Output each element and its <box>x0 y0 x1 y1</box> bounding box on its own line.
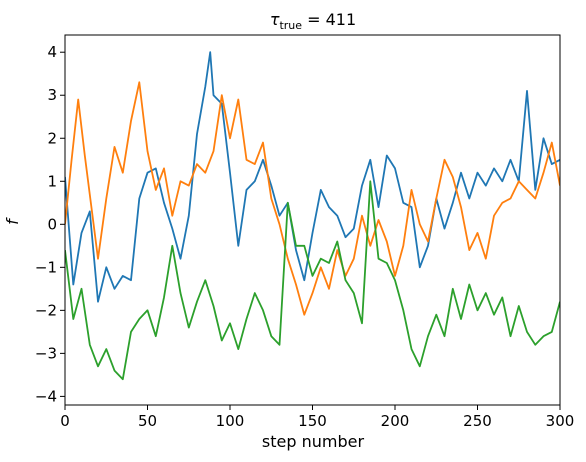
x-axis-label: step number <box>262 432 365 451</box>
title-symbol: τ <box>270 10 280 29</box>
y-axis-label: f <box>3 217 22 225</box>
y-tick-label: 0 <box>47 215 57 233</box>
y-tick-label: −1 <box>35 258 57 276</box>
x-tick-label: 150 <box>298 412 327 430</box>
y-tick-label: −2 <box>35 301 57 319</box>
series-layer <box>65 51 560 381</box>
axes-frame <box>64 34 561 406</box>
series-line-1 <box>65 51 560 303</box>
x-tick-label: 250 <box>463 412 492 430</box>
axes-layer: 0 50 100 150 200 250 300 −4 −3 −2 −1 0 1 2 3 4 <box>35 34 575 430</box>
y-tick-label: 1 <box>47 172 57 190</box>
title-rest: = 411 <box>302 10 356 29</box>
x-tick-label: 200 <box>381 412 410 430</box>
y-tick-label: 4 <box>47 43 57 61</box>
chart-title: τtrue = 411 <box>270 10 356 32</box>
y-tick-label: −4 <box>35 387 57 405</box>
x-tick-label: 100 <box>216 412 245 430</box>
y-tick-label: −3 <box>35 344 57 362</box>
x-tick-label: 300 <box>546 412 575 430</box>
x-tick-label: 0 <box>60 412 70 430</box>
title-subscript: true <box>279 19 302 32</box>
series-line-3 <box>65 180 560 381</box>
x-tick-label: 50 <box>138 412 157 430</box>
series-line-2 <box>65 81 560 316</box>
y-tick-label: 2 <box>47 129 57 147</box>
y-tick-label: 3 <box>47 86 57 104</box>
